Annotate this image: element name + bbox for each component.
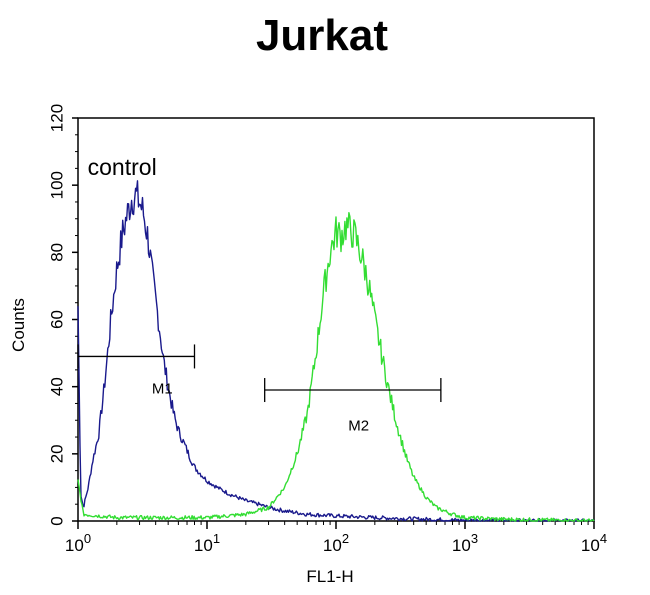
x-tick-label: 104 [581,531,607,555]
y-tick-label: 20 [47,444,66,463]
gate-markers [77,344,442,403]
x-tick-label: 101 [194,531,220,555]
x-tick-exponent: 3 [471,531,478,546]
annotations: control M1 M2 [88,154,369,434]
y-tick-label: 40 [47,377,66,396]
y-tick-label: 60 [47,310,66,329]
x-axis-label: FL1-H [306,567,353,586]
sample-histogram-line [77,211,595,522]
annotation-control: control [88,154,157,180]
x-tick-exponent: 4 [600,531,607,546]
x-tick-exponent: 2 [342,531,349,546]
y-tick-label: 0 [47,516,66,525]
x-tick-label: 103 [452,531,478,555]
gate-marker-m2 [264,378,442,403]
x-tick-label: 102 [323,531,349,555]
annotation-m2: M2 [348,417,369,434]
x-tick-label: 100 [65,531,91,555]
chart-title: Jurkat [256,11,388,60]
y-tick-label: 100 [47,171,66,199]
x-tick-exponent: 0 [84,531,91,546]
series-lines [77,180,595,522]
y-axis-label: Counts [9,298,28,352]
x-tick-exponent: 1 [213,531,220,546]
gate-marker-m1 [77,344,196,369]
y-tick-label: 80 [47,243,66,262]
annotation-m1: M1 [152,380,173,397]
y-tick-label: 120 [47,104,66,132]
